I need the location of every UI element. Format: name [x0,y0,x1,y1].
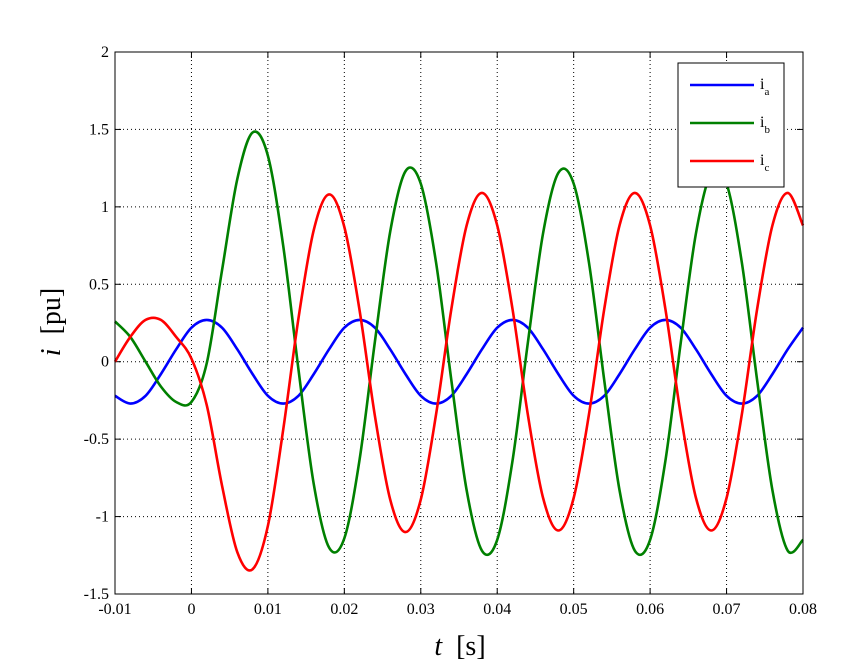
legend-box [677,62,785,188]
y-tick-label: 1 [101,199,109,216]
y-tick-label: 2 [101,44,109,61]
x-tick-label: 0.07 [713,601,741,618]
x-tick-label: 0.08 [789,601,817,618]
x-label-symbol: t [434,631,443,662]
series-line [114,130,804,557]
y-axis-label: i [pu] [36,288,67,356]
y-label-unit: [pu] [36,288,67,335]
y-tick-label: -1 [96,509,109,526]
x-tick-label: 0 [187,601,195,618]
y-tick-label: 0.5 [89,276,109,293]
series-line [113,191,805,572]
y-label-symbol: i [36,348,67,356]
x-label-unit: [s] [456,631,486,662]
y-tick-label: -1.5 [84,586,109,603]
y-tick-label: -0.5 [84,431,109,448]
x-tick-label: 0.01 [254,601,282,618]
y-tick-label: 0 [101,354,109,371]
legend-label: ic [760,152,769,174]
x-axis-label: t [s] [434,631,485,662]
x-tick-label: 0.05 [560,601,588,618]
y-tick-label: 1.5 [89,121,109,138]
x-tick-label: 0.04 [483,601,511,618]
legend-label: ib [760,114,770,136]
plot-frame [114,51,804,595]
x-tick-label: 0.02 [330,601,358,618]
legend-label: ia [760,76,769,98]
x-tick-label: 0.03 [407,601,435,618]
series-line [114,318,805,405]
x-tick-label: 0.06 [636,601,664,618]
x-tick-label: -0.01 [98,601,131,618]
